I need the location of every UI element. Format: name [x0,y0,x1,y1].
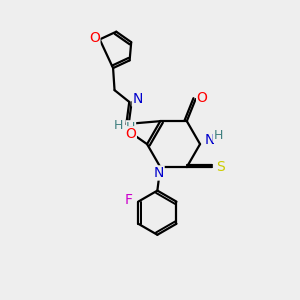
Text: N: N [204,133,215,147]
Text: H: H [126,121,136,134]
Text: O: O [89,31,100,45]
Text: S: S [216,160,224,174]
Text: O: O [125,127,136,141]
Text: O: O [197,91,208,105]
Text: N: N [154,166,164,180]
Text: H: H [113,119,123,132]
Text: F: F [125,193,133,207]
Text: H: H [214,129,223,142]
Text: N: N [132,92,143,106]
